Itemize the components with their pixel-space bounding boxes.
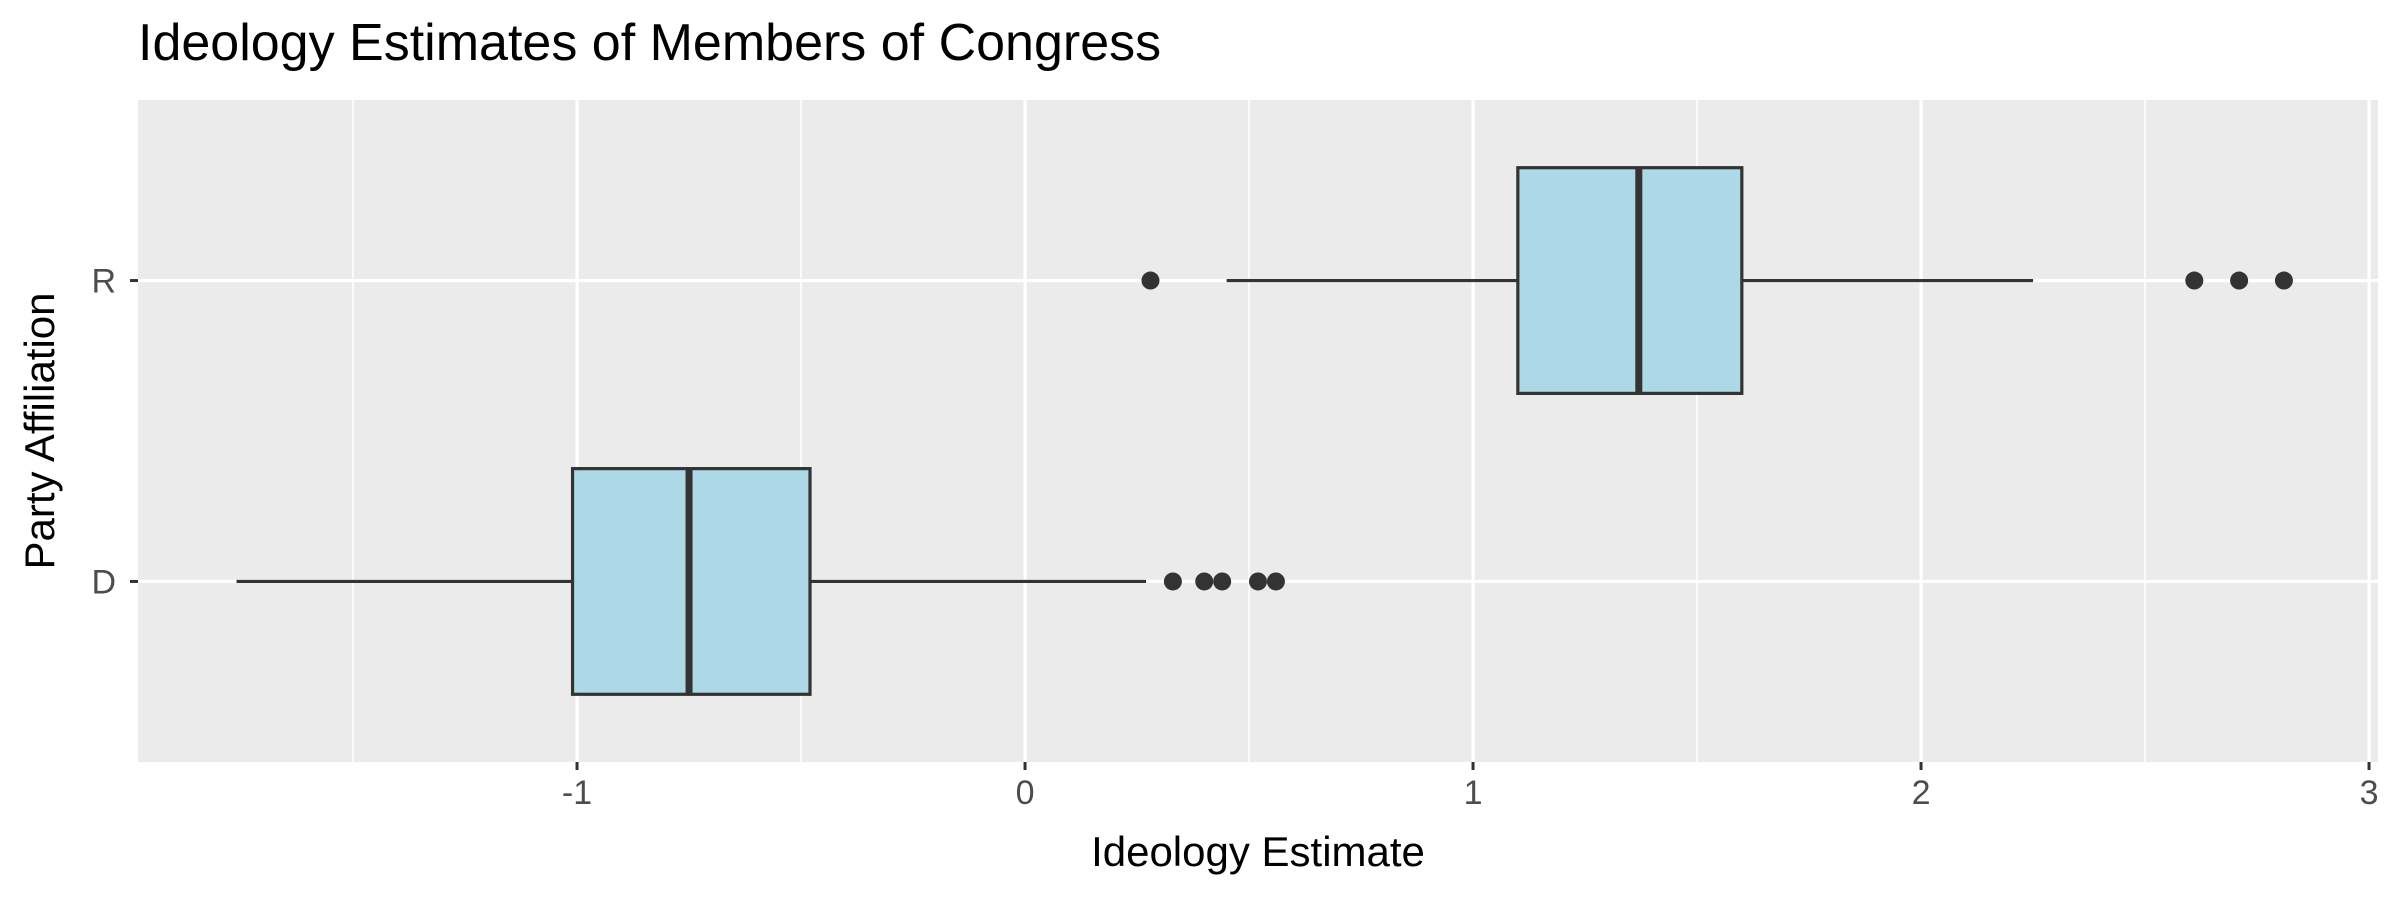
box-D — [236, 467, 1285, 696]
outlier-point — [2230, 271, 2249, 290]
box-R — [1141, 166, 2293, 395]
outlier-point — [1213, 572, 1232, 591]
x-tick-label: 0 — [1016, 774, 1035, 812]
y-tick-label: D — [91, 563, 116, 601]
outlier-point — [1266, 572, 1285, 591]
outlier-point — [1163, 572, 1182, 591]
x-axis-title: Ideology Estimate — [1091, 828, 1425, 875]
x-tick-label: 1 — [1464, 774, 1483, 812]
plot-panel — [138, 100, 2378, 762]
outlier-point — [2274, 271, 2293, 290]
x-axis: -1 0 1 2 3 — [562, 762, 2379, 812]
y-tick-label: R — [91, 263, 116, 301]
boxes — [236, 166, 2293, 696]
y-axis-title: Party Affiliation — [16, 292, 63, 569]
y-axis: RD — [91, 263, 138, 601]
x-tick-label: 2 — [1912, 774, 1931, 812]
x-tick-label: 3 — [2360, 774, 2379, 812]
iqr-box — [1516, 166, 1744, 395]
chart-title: Ideology Estimates of Members of Congres… — [138, 14, 1161, 72]
outlier-point — [1195, 572, 1214, 591]
outlier-point — [2185, 271, 2204, 290]
x-tick-label: -1 — [562, 774, 592, 812]
outlier-point — [1141, 271, 1160, 290]
outlier-point — [1249, 572, 1267, 591]
